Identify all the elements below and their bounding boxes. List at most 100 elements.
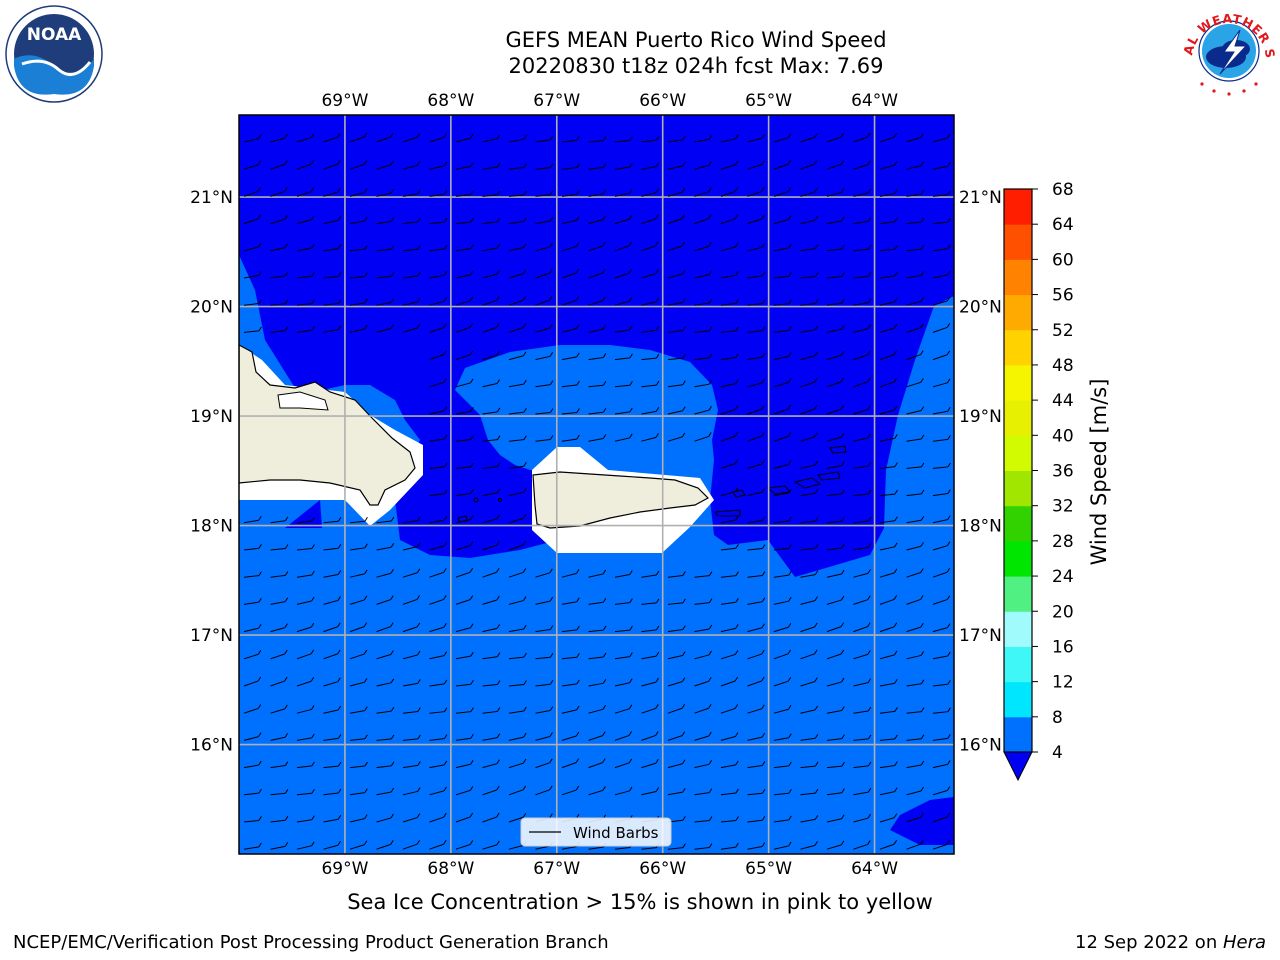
wind-barb-flag: [814, 432, 818, 438]
wind-barb-flag: [496, 812, 500, 818]
wind-barb-flag: [734, 214, 739, 220]
colorbar-bin: [1004, 400, 1032, 436]
wind-barb-flag: [496, 296, 500, 301]
wind-barb-flag: [337, 216, 342, 221]
wind-barb-flag: [417, 516, 421, 521]
wind-barb-flag: [310, 187, 315, 192]
wind-barb-flag: [417, 245, 421, 250]
wind-barb-flag: [628, 731, 633, 736]
lon-tick-labels-bottom: 69°W 68°W 67°W 66°W 65°W 64°W: [321, 859, 898, 879]
wind-barb-flag: [390, 132, 394, 138]
wind-barb: [323, 520, 339, 524]
wind-barb: [906, 193, 922, 197]
wind-barb: [614, 245, 630, 252]
wind-barb: [588, 846, 604, 850]
wind-barb: [773, 547, 789, 551]
wind-barb: [455, 545, 471, 551]
wind-barb-flag: [841, 814, 845, 820]
wind-barb-flag: [708, 432, 712, 437]
wind-barb-flag: [311, 570, 315, 576]
wind-barb: [906, 300, 922, 306]
wind-barb-flag: [549, 352, 554, 357]
wind-barb: [720, 491, 736, 497]
wind-barb-flag: [920, 734, 925, 739]
wind-barb: [906, 683, 922, 687]
wind-barb: [429, 381, 444, 388]
wind-barb: [296, 329, 312, 333]
wind-barb: [826, 381, 842, 388]
wind-barb-flag: [390, 650, 394, 655]
wind-barb: [482, 518, 498, 524]
wind-barb-flag: [417, 734, 421, 740]
wind-barb: [800, 492, 816, 497]
wind-barb-flag: [682, 161, 686, 167]
wind-barb-flag: [947, 190, 951, 195]
wind-barb: [747, 653, 762, 660]
lat-tick-label: 20°N: [959, 298, 1002, 318]
wind-barb-flag: [416, 813, 421, 818]
wind-barb-flag: [629, 381, 633, 386]
wind-barb: [402, 738, 418, 741]
wind-barb-flag: [708, 760, 713, 765]
wind-barb: [323, 765, 339, 769]
wind-barb-flag: [841, 188, 845, 193]
wind-barb: [376, 220, 392, 225]
wind-barb-flag: [337, 570, 342, 575]
wind-barb-flag: [946, 541, 951, 546]
wind-barb-flag: [814, 377, 818, 383]
wind-barb-flag: [258, 597, 262, 603]
wind-barb-flag: [390, 734, 395, 740]
wind-barb: [879, 354, 895, 361]
wind-barb: [853, 710, 869, 714]
wind-barb-flag: [576, 597, 580, 603]
wind-barb-flag: [947, 515, 951, 520]
wind-barb-flag: [629, 786, 633, 792]
wind-barb-flag: [469, 567, 474, 573]
wind-barb: [349, 681, 365, 687]
wind-barb: [508, 327, 524, 333]
wind-barb-flag: [364, 814, 368, 819]
wind-barb: [879, 654, 895, 660]
wind-barb: [508, 465, 524, 469]
wind-barb: [853, 328, 869, 333]
wind-barb-flag: [894, 297, 898, 303]
wind-barb-flag: [443, 541, 447, 547]
wind-barb-flag: [867, 298, 872, 303]
wind-barb-flag: [522, 295, 527, 301]
wind-barb: [243, 218, 259, 225]
wind-barb-flag: [337, 517, 342, 522]
wind-barb: [641, 847, 657, 850]
lat-tick-label: 20°N: [190, 298, 233, 318]
wind-barb-flag: [734, 405, 739, 410]
wind-barb: [932, 843, 948, 850]
wind-barb-flag: [390, 840, 394, 845]
wind-barb-flag: [867, 734, 872, 740]
wind-barb: [349, 818, 365, 823]
wind-barb-flag: [496, 269, 500, 275]
wind-barb: [482, 166, 498, 170]
wind-barb-flag: [920, 271, 925, 276]
wind-barb: [429, 354, 444, 361]
wind-barb-flag: [735, 515, 739, 521]
wind-barb-flag: [920, 541, 924, 547]
wind-barb: [561, 384, 577, 388]
wind-barb-flag: [576, 216, 580, 221]
wind-barb-flag: [549, 625, 554, 630]
wind-barb: [826, 275, 842, 279]
wind-barb: [455, 737, 471, 741]
wind-barb-flag: [920, 462, 925, 468]
colorbar-bin: [1004, 294, 1032, 331]
wind-barb: [667, 436, 683, 442]
wind-barb-flag: [893, 622, 898, 628]
wind-barb-flag: [867, 244, 872, 250]
wind-barb-flag: [894, 217, 898, 223]
wind-barb-flag: [867, 188, 872, 194]
wind-barb: [667, 681, 683, 687]
wind-barb-flag: [628, 214, 633, 220]
wind-barb: [270, 275, 286, 279]
wind-barb-flag: [443, 786, 447, 792]
wind-barb: [667, 602, 683, 605]
wind-barb: [906, 438, 922, 442]
wind-barb-flag: [655, 598, 660, 604]
wind-barb-flag: [311, 841, 315, 847]
